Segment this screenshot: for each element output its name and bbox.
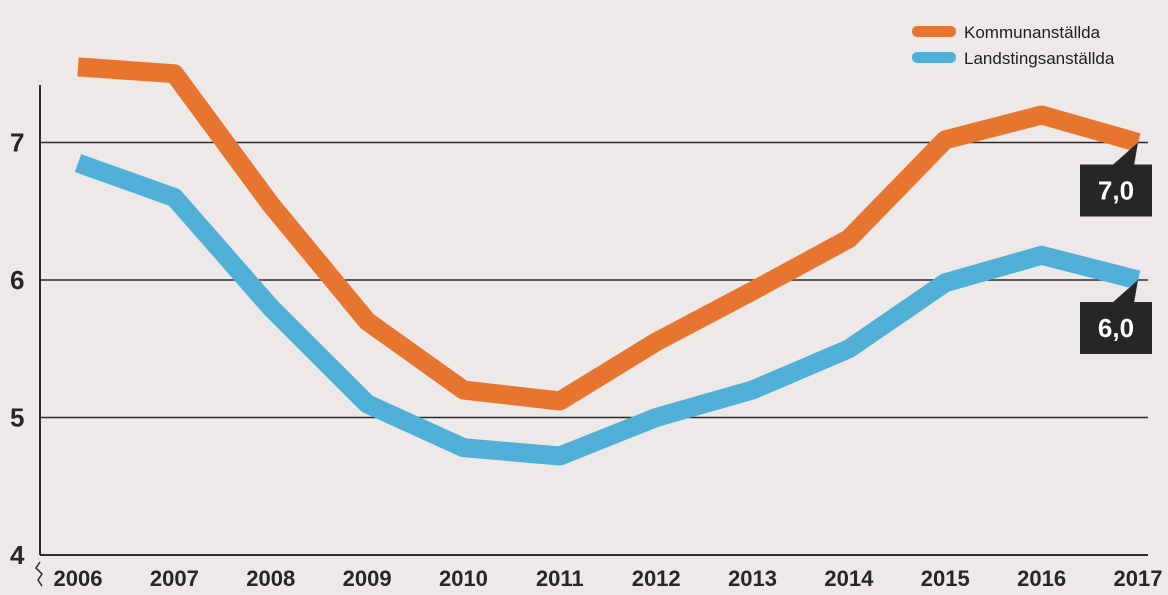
series-lines [74, 57, 1141, 466]
x-tick-label: 2009 [343, 566, 392, 591]
y-tick-label: 7 [10, 128, 24, 158]
x-tick-label: 2006 [54, 566, 103, 591]
series-line-1 [77, 57, 1141, 411]
legend-swatch [912, 26, 956, 37]
x-tick-label: 2014 [824, 566, 874, 591]
y-tick-label: 5 [10, 403, 24, 433]
x-tick-label: 2008 [246, 566, 295, 591]
x-tick-label: 2017 [1114, 566, 1163, 591]
tick-labels: 4 5 6 7 2006 2007 2008 2009 2010 2011 2012 2013 2014… [10, 128, 1162, 592]
axis-break-mark [35, 561, 43, 587]
legend-label: Landstingsanställda [964, 49, 1115, 68]
gridlines [40, 141, 1148, 556]
legend-swatch [912, 52, 956, 63]
x-tick-label: 2015 [921, 566, 970, 591]
end-value-labels: 7,0 6,0 [1080, 142, 1152, 354]
x-tick-label: 2016 [1017, 566, 1066, 591]
callout-pointer [1112, 280, 1138, 303]
x-tick-label: 2007 [150, 566, 199, 591]
x-tick-label: 2011 [536, 566, 584, 591]
x-tick-label: 2013 [728, 566, 777, 591]
y-tick-label: 4 [10, 540, 25, 570]
end-value-callout: 7,0 [1080, 142, 1152, 217]
y-tick-label: 6 [10, 265, 24, 295]
callout-box [1080, 302, 1152, 354]
legend: Kommunanställda Landstingsanställda [912, 23, 1115, 68]
series-line-2 [74, 154, 1141, 466]
end-value-label: 7,0 [1098, 176, 1134, 206]
x-tick-label: 2010 [439, 566, 488, 591]
legend-label: Kommunanställda [964, 23, 1101, 42]
callout-box [1080, 164, 1152, 217]
callout-pointer [1112, 142, 1138, 166]
y-axis [35, 85, 43, 587]
end-value-label: 6,0 [1098, 313, 1134, 343]
x-tick-label: 2012 [632, 566, 681, 591]
end-value-callout: 6,0 [1080, 280, 1152, 354]
